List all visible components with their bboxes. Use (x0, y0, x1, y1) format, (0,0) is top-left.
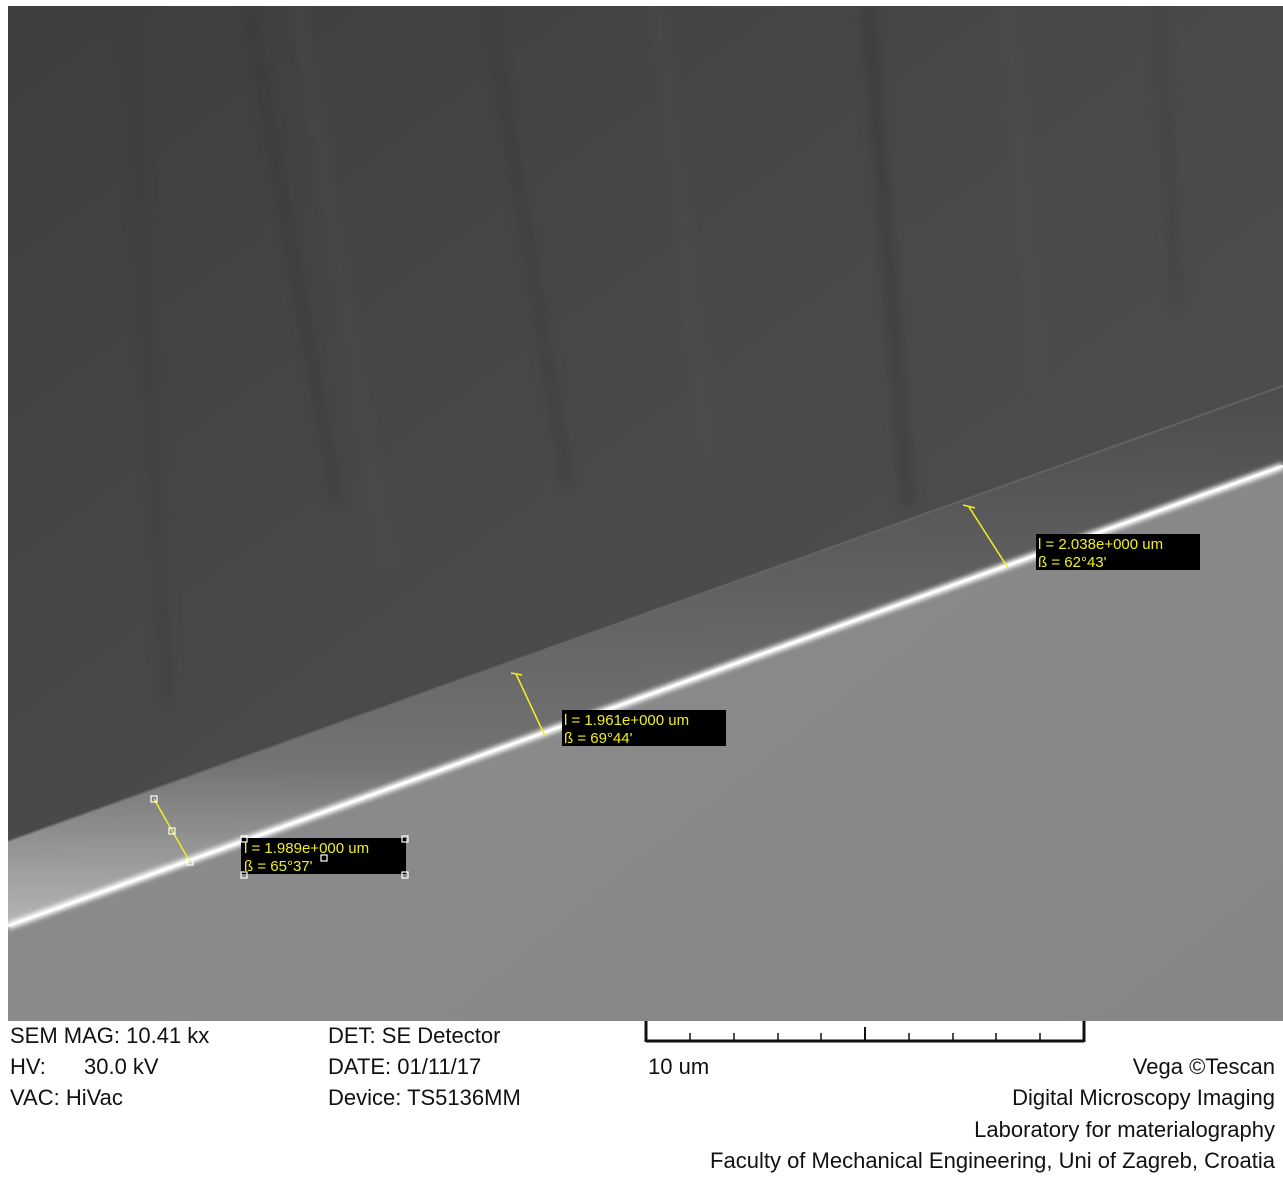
measurement-1-line (153, 798, 191, 863)
info-detector: DET: SE Detector (328, 1023, 501, 1048)
measurement-1-angle: ß = 65°37' (244, 858, 313, 875)
sem-micrograph: l = 1.989e+000 um ß = 65°37' l = 1.961e+… (8, 6, 1283, 1021)
measurement-3-cap (962, 504, 976, 509)
measurement-2[interactable]: l = 1.961e+000 um ß = 69°44' (510, 672, 726, 747)
micrograph-image: l = 1.989e+000 um ß = 65°37' l = 1.961e+… (8, 6, 1283, 1021)
info-hv-label: HV: (10, 1054, 46, 1079)
measurement-1-label-handle[interactable] (240, 835, 248, 843)
measurement-2-label-box (562, 710, 726, 746)
measurement-2-line (515, 673, 546, 737)
measurement-1[interactable]: l = 1.989e+000 um ß = 65°37' (150, 795, 409, 879)
surface-streaks (122, 6, 1184, 707)
measurement-1-label-handle[interactable] (401, 835, 409, 843)
measurement-3-label-box (1036, 534, 1200, 570)
measurement-1-label-handle[interactable] (240, 871, 248, 879)
info-hv-value: 30.0 kV (84, 1054, 159, 1079)
measurement-1-label-handle[interactable] (320, 854, 328, 862)
scale-bar-label: 10 um (648, 1054, 710, 1079)
brand-text: Vega ©Tescan (1132, 1054, 1275, 1079)
measurement-3-angle: ß = 62°43' (1038, 554, 1107, 571)
upper-region (8, 6, 1283, 926)
scale-bar (644, 1021, 1086, 1043)
measurement-1-label-handle[interactable] (401, 871, 409, 879)
measurement-2-cap (510, 672, 523, 676)
info-magnification: SEM MAG: 10.41 kx (10, 1023, 210, 1048)
measurement-1-handle[interactable] (168, 827, 176, 835)
coating-boundary (8, 385, 1283, 842)
imaging-text: Digital Microscopy Imaging (1012, 1085, 1275, 1110)
measurement-1-handle[interactable] (186, 858, 194, 866)
coating-layer (8, 386, 1283, 926)
info-date: DATE: 01/11/17 (328, 1054, 482, 1079)
lab-text: Laboratory for materialography (974, 1117, 1275, 1142)
faculty-text: Faculty of Mechanical Engineering, Uni o… (710, 1148, 1275, 1173)
measurement-3-line (968, 506, 1009, 569)
measurement-3-length: l = 2.038e+000 um (1038, 536, 1163, 553)
info-vacuum: VAC: HiVac (10, 1085, 123, 1110)
measurement-3[interactable]: l = 2.038e+000 um ß = 62°43' (962, 504, 1200, 571)
info-device: Device: TS5136MM (328, 1085, 521, 1110)
measurement-1-length: l = 1.989e+000 um (244, 840, 369, 857)
measurement-2-angle: ß = 69°44' (564, 730, 633, 747)
measurement-1-handle[interactable] (150, 795, 158, 803)
measurement-2-length: l = 1.961e+000 um (564, 712, 689, 729)
measurement-1-label-box (241, 838, 406, 874)
